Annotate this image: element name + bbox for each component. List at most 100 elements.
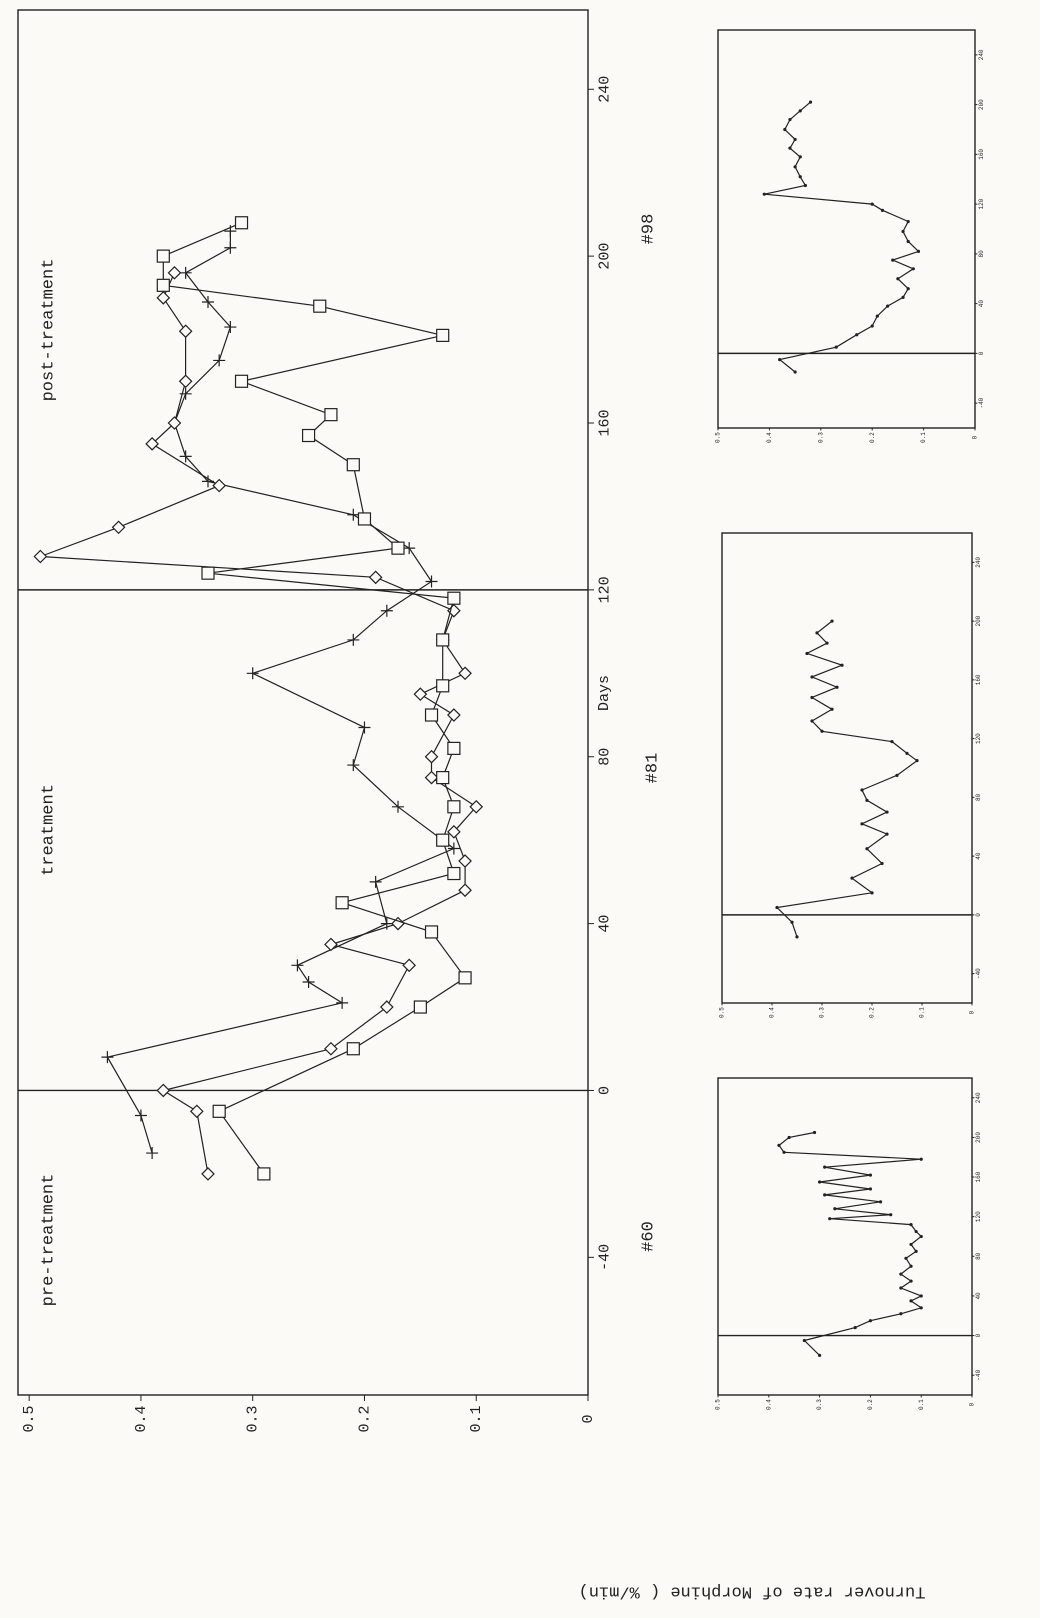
x-tick-label: 240 — [975, 557, 982, 568]
dot-marker — [870, 202, 874, 206]
diamond-marker — [167, 416, 182, 430]
plot-frame — [717, 1077, 973, 1396]
diamond-marker — [189, 1104, 204, 1119]
plus-marker — [347, 508, 360, 521]
y-tick-label: 0.2 — [867, 1399, 874, 1410]
plus-marker — [369, 875, 382, 888]
dot-marker — [778, 357, 782, 362]
x-tick-label: 40 — [596, 915, 613, 933]
dot-marker — [885, 810, 889, 814]
x-axis-title: Days — [596, 675, 613, 711]
dot-marker — [835, 685, 839, 689]
dot-marker — [901, 229, 905, 234]
dot-marker — [860, 788, 864, 792]
dot-marker — [909, 1279, 913, 1283]
plus-marker — [179, 450, 192, 463]
plus-marker — [224, 321, 237, 334]
dot-marker — [899, 1286, 903, 1290]
y-tick-label: 0.3 — [816, 1399, 823, 1410]
plus-marker — [380, 604, 393, 617]
dot-marker — [880, 861, 884, 866]
square-marker — [447, 741, 461, 755]
diamond-marker — [324, 937, 338, 952]
x-tick-label: 120 — [975, 1211, 982, 1222]
dot-marker — [798, 155, 802, 159]
diamond-marker — [156, 1083, 171, 1098]
y-tick-label: 0 — [969, 1010, 976, 1014]
dot-marker — [795, 935, 799, 939]
inset-title: #81 — [643, 753, 662, 784]
dot-marker — [830, 707, 834, 711]
square-marker — [413, 1000, 427, 1014]
diamond-marker — [201, 1167, 215, 1181]
dot-marker — [810, 719, 814, 723]
square-marker — [156, 278, 170, 292]
dot-marker — [823, 1193, 827, 1197]
series-line — [764, 101, 920, 373]
dot-marker — [868, 1187, 873, 1191]
dot-marker — [896, 277, 900, 281]
x-tick-label: 0 — [596, 1086, 613, 1095]
diamond-marker — [111, 520, 126, 535]
plus-marker — [425, 575, 438, 588]
series-line — [775, 620, 919, 938]
square-marker — [201, 566, 215, 580]
dot-marker — [777, 1143, 781, 1147]
y-tick-label: 0.2 — [356, 1405, 373, 1432]
dot-marker — [919, 1306, 923, 1310]
dot-marker — [798, 175, 802, 179]
x-tick-label: 80 — [975, 793, 982, 801]
square-marker — [424, 925, 439, 939]
diamond-marker — [212, 478, 227, 493]
square-marker — [436, 633, 450, 647]
plus-marker — [447, 842, 460, 855]
diamond-marker — [324, 1041, 338, 1056]
y-tick-label: 0.1 — [919, 1007, 926, 1018]
dot-marker — [911, 267, 915, 271]
dot-marker — [787, 1135, 791, 1140]
dot-marker — [904, 1256, 908, 1260]
dot-marker — [915, 759, 919, 763]
diamond-marker — [458, 883, 472, 898]
dot-marker — [818, 1353, 822, 1357]
plus-marker — [291, 959, 304, 972]
series-line — [162, 222, 466, 1175]
plus-marker — [101, 1051, 114, 1064]
dot-marker — [914, 1249, 918, 1253]
diamond-marker — [33, 549, 48, 564]
square-marker — [436, 328, 450, 342]
dot-marker — [865, 798, 869, 802]
dot-marker — [830, 619, 834, 623]
dot-marker — [909, 1264, 913, 1268]
x-tick-label: 160 — [596, 409, 613, 436]
x-tick-label: 120 — [975, 733, 982, 744]
dot-marker — [885, 832, 889, 836]
square-marker — [301, 428, 316, 443]
diamond-marker — [447, 824, 461, 839]
dot-marker — [802, 1338, 806, 1343]
square-marker — [436, 679, 450, 693]
dot-marker — [803, 183, 807, 188]
dot-marker — [891, 258, 895, 262]
square-marker — [346, 1042, 360, 1056]
dot-marker — [790, 920, 794, 924]
diamond-marker — [447, 603, 461, 618]
x-tick-label: -40 — [596, 1244, 613, 1271]
x-tick-label: 80 — [596, 748, 613, 766]
dot-marker — [909, 1223, 913, 1227]
diamond-marker — [402, 958, 417, 973]
y-tick-label: 0.2 — [869, 1007, 876, 1018]
dot-marker — [905, 751, 909, 755]
dot-marker — [899, 1312, 903, 1316]
plot-frame — [717, 29, 976, 429]
plus-marker — [347, 759, 360, 772]
y-tick-label: 0 — [580, 1414, 597, 1423]
plus-marker — [347, 633, 360, 646]
dot-marker — [828, 1217, 832, 1221]
dot-marker — [834, 345, 838, 349]
dot-marker — [783, 127, 787, 132]
dot-marker — [812, 1130, 817, 1135]
dot-marker — [906, 287, 910, 291]
plot-frame — [17, 9, 589, 1396]
dot-marker — [793, 370, 797, 374]
